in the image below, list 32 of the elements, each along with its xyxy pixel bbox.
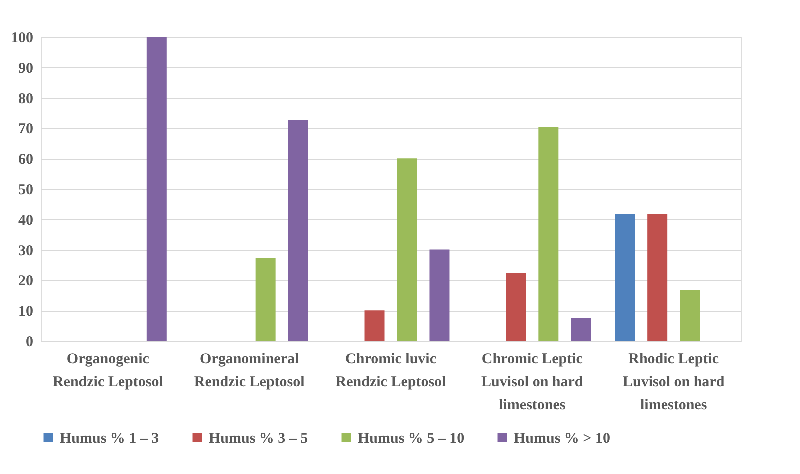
bar [538, 126, 559, 341]
y-tick-label: 90 [18, 60, 34, 77]
bar [506, 274, 526, 341]
bar [397, 158, 418, 341]
bar [430, 250, 450, 341]
y-tick-label: 20 [18, 274, 34, 290]
x-tick-label: Organomineral Rendzic Leptosol [194, 352, 305, 390]
y-tick-label: 60 [18, 152, 34, 168]
legend-label: Humus % 5 – 10 [358, 430, 465, 447]
bar [256, 258, 276, 341]
x-tick-label: Chromic Leptic Luvisol on hard limestones [482, 352, 584, 414]
bar [648, 214, 668, 341]
legend-label: Humus % > 10 [514, 430, 610, 447]
y-tick-label: 30 [18, 243, 34, 260]
bar [288, 120, 308, 341]
y-tick-label: 50 [18, 182, 34, 198]
x-tick-label: Organogenic Rendzic Leptosol [52, 352, 164, 390]
x-tick-label: Rhodic Leptic Luvisol on hard limestones [622, 352, 726, 414]
bar [680, 290, 700, 341]
legend-label: Humus % 1 – 3 [60, 430, 160, 447]
y-tick-label: 80 [18, 91, 34, 108]
y-tick-label: 70 [18, 122, 34, 138]
bar [146, 37, 167, 341]
bar [364, 310, 385, 341]
y-tick-label: 0 [26, 334, 34, 350]
bar [615, 214, 636, 341]
y-tick-label: 40 [18, 212, 34, 229]
bar [571, 318, 592, 341]
x-tick-label: Chromic luvic Rendzic Leptosol [336, 352, 446, 390]
y-tick-label: 100 [11, 30, 34, 46]
y-tick-label: 10 [18, 304, 34, 320]
legend-label: Humus % 3 – 5 [209, 430, 308, 447]
